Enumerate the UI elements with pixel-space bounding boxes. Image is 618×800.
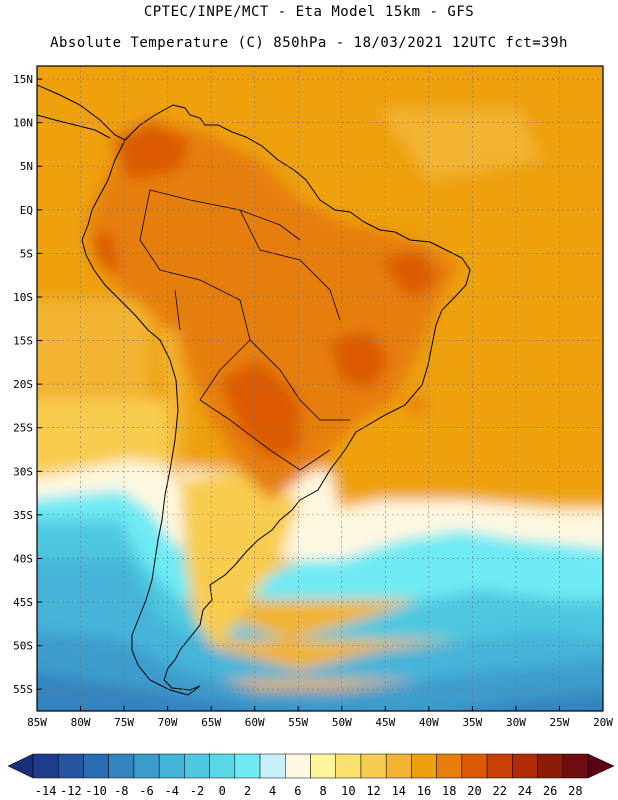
colorbar-label: 26 [543,784,557,798]
colorbar-label: -2 [190,784,204,798]
colorbar-label: 22 [492,784,506,798]
lat-label: 55S [13,683,33,696]
lat-label: EQ [20,204,33,217]
colorbar-box [83,753,109,779]
colorbar-boxes [7,753,615,779]
lon-label: 80W [71,716,91,729]
longitude-labels: 85W 80W 75W 70W 65W 60W 55W 50W 45W 40W 35W 30W 25W 2… [27,706,613,729]
lon-label: 45W [375,716,395,729]
colorbar-box [360,753,387,779]
lon-label: 65W [201,716,221,729]
colorbar-label: -12 [60,784,82,798]
lat-label: 15S [13,335,33,348]
lat-lon-grid [37,66,603,711]
lat-label: 25S [13,422,33,435]
colorbar-box [209,753,236,779]
colorbar-label: 18 [442,784,456,798]
lon-label: 60W [245,716,265,729]
colorbar-label: 14 [392,784,406,798]
lon-label: 35W [462,716,482,729]
colorbar-label: 10 [341,784,355,798]
map-frame [36,65,604,712]
colorbar-box [461,753,488,779]
colorbar-box [310,753,336,779]
colorbar-box [108,753,135,779]
lat-label: 40S [13,552,33,565]
colorbar-box [537,753,564,779]
colorbar-label: -8 [114,784,128,798]
colorbar-box [32,753,59,779]
colorbar-box [385,753,412,779]
lon-label: 40W [419,716,439,729]
lat-label: 15N [13,73,33,86]
colorbar-max-arrow [587,753,615,779]
colorbar-box [285,753,311,779]
colorbar-box [335,753,362,779]
lat-label: 45S [13,596,33,609]
country-borders [139,189,350,471]
lon-label: 30W [506,716,526,729]
colorbar-box [486,753,513,779]
coastline-central-america [37,84,126,141]
map-title-line2: Absolute Temperature (C) 850hPa - 18/03/… [50,35,568,51]
colorbar-label: -6 [139,784,153,798]
colorbar-label: 24 [518,784,532,798]
lat-label: 35S [13,509,33,522]
colorbar-box [259,753,286,779]
lon-label: 55W [288,716,308,729]
temperature-field [37,66,603,711]
latitude-labels: 15N 10N 5N EQ 5S 10S 15S 20S 25S 30S 35S 40S 45S 50S 5… [13,73,42,696]
lon-label: 75W [114,716,134,729]
lon-label: 70W [158,716,178,729]
colorbar-label: -14 [35,784,57,798]
lon-label: 20W [593,716,613,729]
lon-label: 25W [550,716,570,729]
colorbar-box [436,753,463,779]
colorbar-label: 6 [294,784,301,798]
lat-label: 30S [13,465,33,478]
lat-label: 50S [13,640,33,653]
colorbar-label: 16 [417,784,431,798]
colorbar-box [57,753,84,779]
lon-label: 50W [332,716,352,729]
colorbar-box [562,753,589,779]
colorbar-label: -10 [85,784,107,798]
colorbar-min-arrow [7,753,34,779]
colorbar-label: 12 [366,784,380,798]
colorbar-labels: -14 -12 -10 -8 -6 -4 -2 0 2 4 6 8 10 12 14 16 18 20 22 24 26… [35,784,583,798]
lat-label: 10N [13,117,33,130]
colorbar-label: 0 [219,784,226,798]
colorbar-label: 2 [244,784,251,798]
colorbar-box [512,753,538,779]
colorbar-label: 8 [319,784,326,798]
lat-label: 5N [20,160,33,173]
lat-label: 10S [13,291,33,304]
colorbar-label: -4 [165,784,179,798]
map-title-line1: CPTEC/INPE/MCT - Eta Model 15km - GFS [143,4,475,20]
colorbar-box [158,753,185,779]
lat-label: 5S [20,247,33,260]
colorbar-box [234,753,261,779]
colorbar-label: 4 [269,784,276,798]
lat-label: 20S [13,378,33,391]
colorbar-box [411,753,437,779]
colorbar-label: 28 [568,784,582,798]
lon-label: 85W [27,716,47,729]
colorbar-box [184,753,210,779]
colorbar-box [133,753,160,779]
colorbar-label: 20 [467,784,481,798]
